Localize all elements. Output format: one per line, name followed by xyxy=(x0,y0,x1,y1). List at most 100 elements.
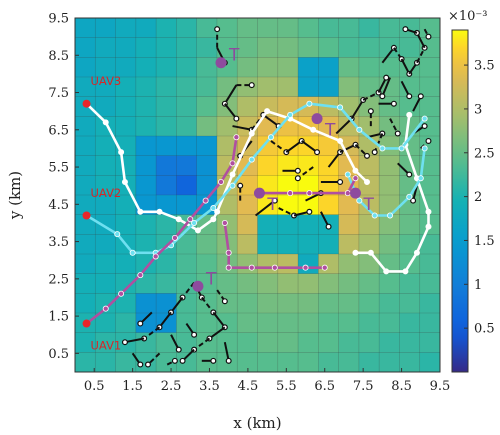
black-path-segment xyxy=(262,114,280,127)
heatmap-cell xyxy=(419,352,441,373)
uav-start-point xyxy=(82,319,91,328)
heatmap-cell xyxy=(358,116,380,137)
black-path-node xyxy=(325,223,332,230)
heatmap-cell xyxy=(277,254,299,275)
heatmap-cell xyxy=(399,313,421,334)
targets: T T T T T xyxy=(192,46,374,292)
heatmap-cell xyxy=(298,273,319,294)
heatmap-cell xyxy=(75,293,96,314)
heatmap-cell xyxy=(135,18,157,39)
heatmap-cell xyxy=(358,352,380,373)
uav-path-waypoint xyxy=(152,253,159,260)
heatmap-cell xyxy=(419,293,441,314)
heatmap-cell xyxy=(115,57,137,78)
heatmap-cell xyxy=(277,313,299,334)
heatmap-cell xyxy=(196,175,218,196)
heatmap-cell xyxy=(75,234,96,255)
heatmap-cell xyxy=(95,18,117,39)
heatmap-cell xyxy=(95,195,117,216)
target-marker xyxy=(349,187,361,199)
uav-path-waypoint xyxy=(352,249,359,256)
heatmap-cell xyxy=(338,313,360,334)
black-path-segment xyxy=(335,117,353,135)
uav-path-waypoint xyxy=(352,167,359,174)
uav-path-line xyxy=(85,102,368,232)
black-path-node xyxy=(306,208,313,215)
heatmap-cell xyxy=(75,352,96,373)
heatmap-cell xyxy=(196,352,218,373)
uav-path-waypoint xyxy=(221,219,228,226)
heatmap-cell xyxy=(176,273,198,294)
heatmap-cell xyxy=(379,313,400,334)
heatmap-cell xyxy=(237,195,258,216)
x-tick-label: 5.5 xyxy=(276,379,297,394)
heatmap-cell xyxy=(338,18,360,39)
black-path-node xyxy=(179,357,186,364)
heatmap-cell xyxy=(75,18,96,39)
heatmap-cell xyxy=(135,254,157,275)
heatmap-cell xyxy=(216,332,238,353)
black-path-segment xyxy=(381,47,395,64)
heatmap-cell xyxy=(216,18,238,39)
target-marker xyxy=(311,113,323,125)
heatmap-cell xyxy=(379,175,400,196)
heatmap-cell xyxy=(379,273,400,294)
heatmap-cell xyxy=(156,214,177,235)
x-tick-label: 3.5 xyxy=(199,379,220,394)
heatmap-cell xyxy=(399,77,421,98)
colorbar xyxy=(451,29,469,373)
uav-path-waypoint xyxy=(102,119,109,126)
heatmap-cell xyxy=(115,37,137,58)
x-tick-label: 2.5 xyxy=(161,379,182,394)
uav-path-waypoint xyxy=(371,212,378,219)
y-tick-label: 9.5 xyxy=(48,12,69,27)
heatmap-cell xyxy=(95,234,117,255)
heatmap-cell xyxy=(257,155,279,176)
heatmap-cell xyxy=(298,155,319,176)
heatmap-cell xyxy=(298,195,319,216)
heatmap-cell xyxy=(358,77,380,98)
uav-label: UAV2 xyxy=(91,186,122,200)
uav-path-waypoint xyxy=(187,216,194,223)
colorbar-tick-label: 1.5 xyxy=(474,234,495,249)
heatmap-cell xyxy=(338,57,360,78)
heatmap-cell xyxy=(298,293,319,314)
black-path-segment xyxy=(350,99,365,120)
uav-path-waypoint xyxy=(225,264,232,271)
heatmap-cell xyxy=(156,273,177,294)
heatmap-cell xyxy=(75,37,96,58)
uav-start-points: UAV3 UAV2 UAV1 xyxy=(82,74,122,353)
black-path-node xyxy=(171,357,178,364)
uav-path-waypoint xyxy=(402,268,409,275)
colorbar-tick-label: 1 xyxy=(474,278,482,293)
black-path-node xyxy=(221,298,228,305)
heatmap-cell xyxy=(379,155,400,176)
heatmap-cell xyxy=(135,313,157,334)
heatmap-cell xyxy=(358,18,380,39)
heatmap-cell xyxy=(338,293,360,314)
heatmap-cell xyxy=(95,332,117,353)
x-tick-label: 1.5 xyxy=(122,379,143,394)
heatmap-cell xyxy=(298,77,319,98)
heatmap-cell xyxy=(277,293,299,314)
uav-path-waypoint xyxy=(406,193,413,200)
heatmap-cell xyxy=(277,214,299,235)
heatmap-cell xyxy=(75,77,96,98)
heatmap-cell xyxy=(176,136,198,157)
black-path-segment xyxy=(147,352,161,366)
heatmap-cell xyxy=(196,254,218,275)
heatmap-cell xyxy=(338,273,360,294)
heatmap-cell xyxy=(135,96,157,117)
heatmap-cell xyxy=(298,332,319,353)
heatmap-cell xyxy=(95,37,117,58)
uav-path-waypoint xyxy=(264,108,271,115)
uav-path-waypoint xyxy=(210,216,217,223)
y-tick-label: 5.5 xyxy=(48,161,69,176)
uav-path-waypoint xyxy=(425,223,432,230)
uav-path-waypoint xyxy=(118,290,125,297)
black-path-segment xyxy=(285,140,303,153)
heatmap-cell xyxy=(358,254,380,275)
black-path-node xyxy=(406,93,413,100)
x-tick-label: 6.5 xyxy=(314,379,335,394)
uav-path-waypoint xyxy=(337,104,344,111)
